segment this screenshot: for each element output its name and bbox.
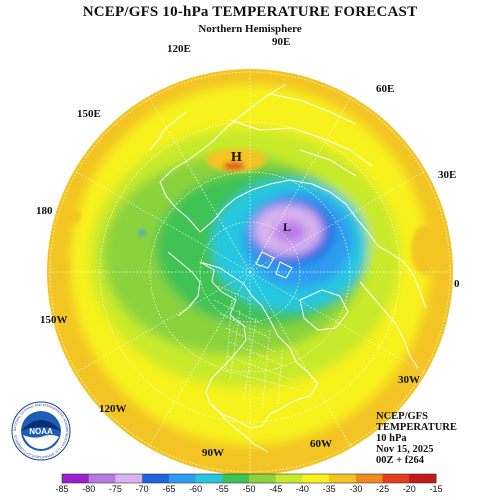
red-patch bbox=[223, 162, 245, 170]
state-border bbox=[225, 327, 277, 353]
longitude-label: 30W bbox=[398, 374, 420, 386]
eurasia-coast bbox=[199, 179, 427, 309]
state-border bbox=[217, 285, 251, 301]
state-border bbox=[229, 341, 285, 367]
alaska-coast bbox=[167, 251, 201, 317]
longitude-label: 30E bbox=[438, 169, 456, 181]
temp-field-violet bbox=[274, 221, 306, 243]
longitude-grid bbox=[47, 69, 453, 475]
asia-interior-borders bbox=[229, 93, 373, 177]
longitude-label: 180 bbox=[36, 205, 53, 217]
map-subtitle: Northern Hemisphere bbox=[198, 23, 302, 35]
state-border bbox=[261, 329, 271, 411]
info-variable: TEMPERATURE bbox=[376, 422, 457, 433]
svg-text:NOAA: NOAA bbox=[29, 427, 53, 436]
info-date: Nov 15, 2025 bbox=[376, 444, 434, 455]
meridian-line bbox=[249, 271, 352, 448]
state-border bbox=[229, 309, 241, 381]
meridian-line bbox=[148, 96, 251, 273]
longitude-label: 120W bbox=[99, 403, 127, 415]
forecast-info-block: NCEP/GFS TEMPERATURE 10 hPa Nov 15, 2025… bbox=[376, 411, 457, 466]
longitude-label: 60E bbox=[376, 83, 394, 95]
state-border bbox=[225, 299, 233, 373]
latitude-circle bbox=[99, 121, 401, 423]
longitude-label: 120E bbox=[167, 43, 191, 55]
info-level: 10 hPa bbox=[376, 433, 407, 444]
state-border bbox=[221, 369, 301, 391]
longitude-label: 0 bbox=[454, 278, 460, 290]
meridian-line bbox=[74, 271, 251, 374]
map-title: NCEP/GFS 10-hPa TEMPERATURE FORECAST bbox=[82, 4, 418, 20]
greenland-coast bbox=[299, 289, 349, 331]
orange-patch bbox=[206, 148, 266, 172]
state-border bbox=[219, 313, 271, 339]
meridian-line bbox=[249, 170, 426, 273]
japan-coast bbox=[149, 111, 187, 151]
longitude-label: 150E bbox=[77, 108, 101, 120]
coastlines bbox=[149, 83, 427, 453]
meridian-line bbox=[74, 170, 251, 273]
longitude-labels: 90E 60E 30E 0 30W 60W 90W 120W 150W 180 150E 120E bbox=[36, 36, 460, 459]
political-borders bbox=[213, 285, 301, 411]
orange-patch bbox=[108, 80, 128, 92]
state-border bbox=[213, 299, 263, 325]
europe-coast bbox=[359, 281, 419, 369]
orange-patch bbox=[56, 256, 68, 284]
longitude-label: 90W bbox=[202, 447, 224, 459]
info-forecast-hour: 00Z + f264 bbox=[376, 455, 424, 466]
longitude-label: 150W bbox=[40, 314, 68, 326]
longitude-label: 90E bbox=[272, 36, 290, 48]
orange-patch bbox=[65, 209, 81, 223]
low-pressure-label: L bbox=[283, 220, 291, 234]
high-pressure-label: H bbox=[231, 150, 242, 165]
latitude-circle bbox=[149, 171, 351, 373]
meridian-line bbox=[249, 96, 352, 273]
state-border bbox=[227, 355, 293, 381]
meridian-line bbox=[148, 271, 251, 448]
noaa-logo: NOAA NATIONAL OCEANIC AND ATMOSPHERIC AD… bbox=[11, 401, 71, 461]
longitude-label: 60W bbox=[310, 438, 332, 450]
central-america-coast bbox=[211, 403, 269, 453]
north-america-coast bbox=[199, 261, 319, 429]
arctic-islands bbox=[255, 251, 293, 279]
blue-spot bbox=[139, 230, 145, 236]
meridian-line bbox=[249, 271, 426, 374]
orange-patch bbox=[411, 225, 439, 275]
asia-east-coast bbox=[159, 83, 287, 233]
info-model: NCEP/GFS bbox=[376, 411, 428, 422]
